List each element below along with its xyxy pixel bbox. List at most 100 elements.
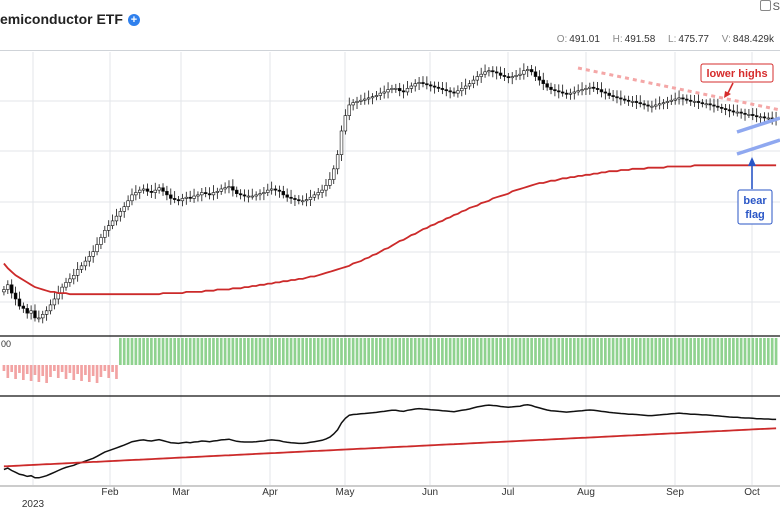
candle-body <box>533 71 538 77</box>
x-tick-label: May <box>336 487 355 498</box>
candle-body <box>603 91 608 94</box>
breadth-bar-positive <box>367 338 370 365</box>
add-overlay-icon[interactable]: + <box>127 14 140 26</box>
breadth-bar-positive <box>363 338 367 365</box>
breadth-bar-positive <box>685 338 689 365</box>
breadth-bar-negative <box>25 365 29 374</box>
breadth-bar-negative <box>56 365 60 378</box>
candle-body <box>207 193 212 196</box>
breadth-bar-positive <box>627 338 630 365</box>
breadth-bar-positive <box>316 338 320 365</box>
candle-body <box>681 97 685 100</box>
x-tick-label: Sep <box>666 487 684 498</box>
breadth-bar-positive <box>650 338 654 365</box>
low-value: 475.77 <box>678 34 709 45</box>
breadth-bar-positive <box>662 338 665 365</box>
breadth-bar-positive <box>212 338 215 365</box>
breadth-bar-positive <box>747 338 751 365</box>
candle-body <box>514 75 518 77</box>
candle-body <box>169 194 173 199</box>
candle-body <box>79 265 84 270</box>
candle-body <box>677 97 681 100</box>
candle-body <box>661 102 666 105</box>
candle-body <box>467 83 472 87</box>
breadth-bar-positive <box>584 338 588 365</box>
candle-body <box>335 154 340 170</box>
candle-body <box>231 186 235 191</box>
breadth-bar-positive <box>161 338 165 365</box>
breadth-bar-positive <box>448 338 452 365</box>
candle-body <box>712 104 716 107</box>
breadth-bar-positive <box>499 338 502 365</box>
breadth-bar-negative <box>10 365 14 372</box>
breadth-bar-positive <box>146 338 149 365</box>
breadth-bar-positive <box>510 338 514 365</box>
breadth-bar-positive <box>755 338 758 365</box>
page-title: emiconductor ETF + <box>0 11 140 27</box>
candle-body <box>60 286 64 294</box>
candle-body <box>366 97 371 100</box>
candle-body <box>118 211 123 217</box>
chart-header: emiconductor ETF + S O: 491.01 H: 491.58 L:… <box>0 0 780 51</box>
candle-body <box>2 289 6 293</box>
breadth-bar-negative <box>6 365 10 378</box>
breadth-bar-positive <box>759 338 762 365</box>
breadth-bar-positive <box>153 338 157 365</box>
breadth-bar-positive <box>495 338 499 365</box>
checkbox-icon[interactable] <box>759 0 771 11</box>
breadth-bar-positive <box>638 338 642 365</box>
breadth-bar-positive <box>429 338 433 365</box>
breadth-bar-positive <box>216 338 219 365</box>
breadth-bar-positive <box>437 338 440 365</box>
candle-body <box>487 70 491 73</box>
ticker-title: emiconductor ETF <box>0 11 123 27</box>
candle-body <box>114 215 119 222</box>
x-tick-label: Aug <box>577 487 595 498</box>
high-value: 491.58 <box>624 34 656 45</box>
breadth-bar-negative <box>80 365 83 381</box>
x-tick-label: Oct <box>744 487 760 498</box>
breadth-bar-positive <box>165 338 169 365</box>
breadth-bar-positive <box>188 338 192 365</box>
candle-body <box>110 220 115 226</box>
x-tick-label: Jun <box>422 487 438 498</box>
breadth-bar-positive <box>258 338 262 365</box>
candle-body <box>13 292 18 300</box>
breadth-bar-positive <box>518 338 522 365</box>
candle-body <box>227 186 231 189</box>
candle-body <box>312 194 317 198</box>
candle-body <box>273 188 278 191</box>
candle-body <box>580 89 584 92</box>
candle-body <box>37 317 41 320</box>
breadth-bar-positive <box>452 338 456 365</box>
candle-body <box>576 90 580 93</box>
candle-body <box>394 88 398 90</box>
breadth-bar-positive <box>270 338 273 365</box>
candle-body <box>172 198 177 200</box>
bear-flag-arrowhead <box>748 157 756 166</box>
candle-body <box>64 282 68 288</box>
moving-average-line <box>3 164 777 296</box>
breadth-bar-positive <box>204 338 208 365</box>
candle-body <box>277 189 282 192</box>
price-panel <box>0 50 780 335</box>
breadth-bar-negative <box>91 365 95 376</box>
breadth-bar-positive <box>324 338 328 365</box>
candle-body <box>553 89 557 92</box>
candle-body <box>382 91 386 94</box>
breadth-bar-positive <box>278 338 281 365</box>
candle-body <box>762 116 767 119</box>
breadth-bar-positive <box>615 338 619 365</box>
candle-body <box>456 90 460 94</box>
breadth-bar-positive <box>588 338 592 365</box>
candle-body <box>91 251 95 257</box>
candle-body <box>743 112 747 115</box>
breadth-bar-positive <box>604 338 607 365</box>
breadth-bar-positive <box>673 338 677 365</box>
breadth-bar-positive <box>631 338 634 365</box>
breadth-bar-positive <box>444 338 448 365</box>
candle-body <box>351 102 355 106</box>
bear-flag-lower <box>736 138 780 156</box>
breadth-bar-positive <box>227 338 231 365</box>
